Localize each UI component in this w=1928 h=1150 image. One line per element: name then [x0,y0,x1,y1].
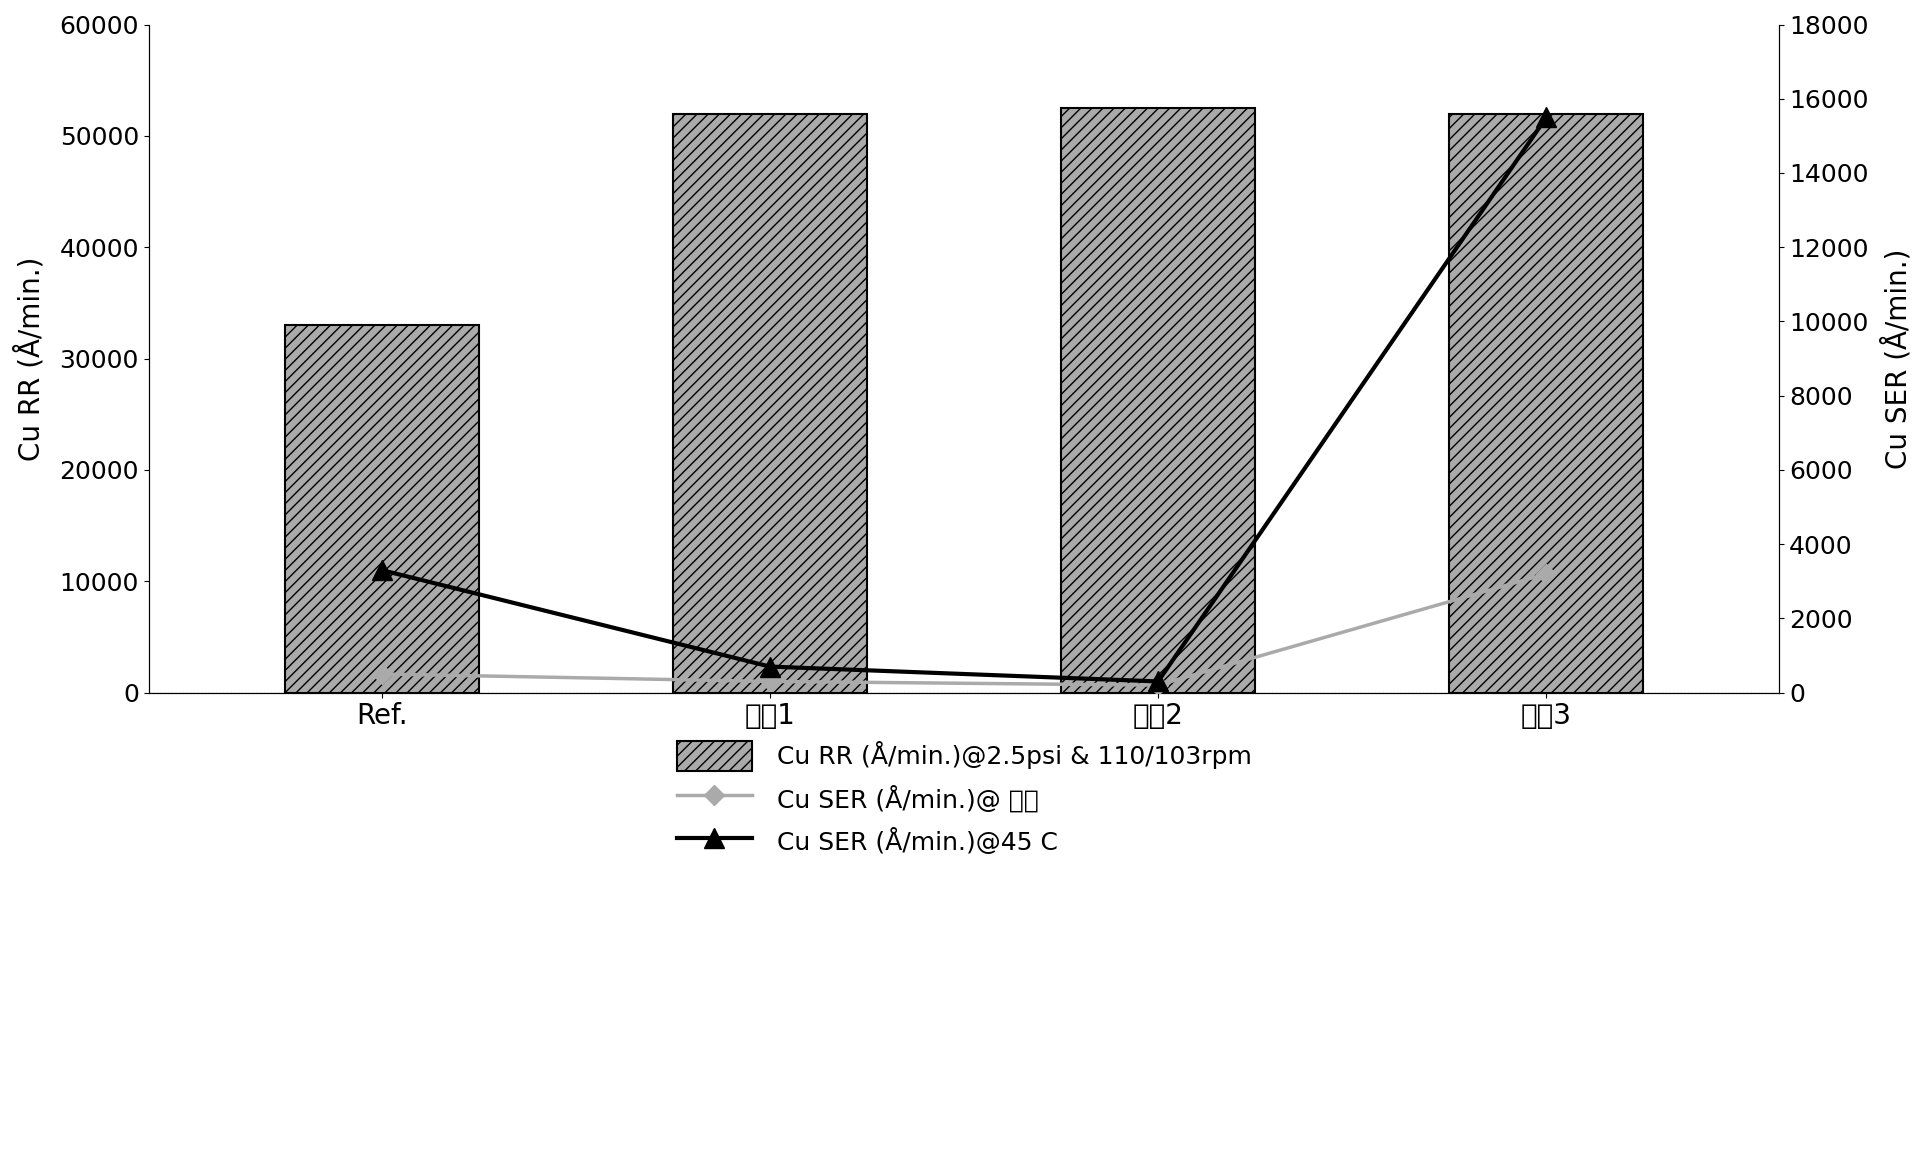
Bar [673,114,868,692]
Y-axis label: Cu SER (Å/min.): Cu SER (Å/min.) [1882,248,1913,469]
Bar [285,325,478,692]
Bar [1450,114,1643,692]
Bar [1060,108,1255,692]
Legend: Cu RR (Å/min.)@2.5psi & 110/103rpm, Cu SER (Å/min.)@ 室温, Cu SER (Å/min.)@45 C: Cu RR (Å/min.)@2.5psi & 110/103rpm, Cu S… [667,730,1261,867]
Y-axis label: Cu RR (Å/min.): Cu RR (Å/min.) [15,256,46,461]
